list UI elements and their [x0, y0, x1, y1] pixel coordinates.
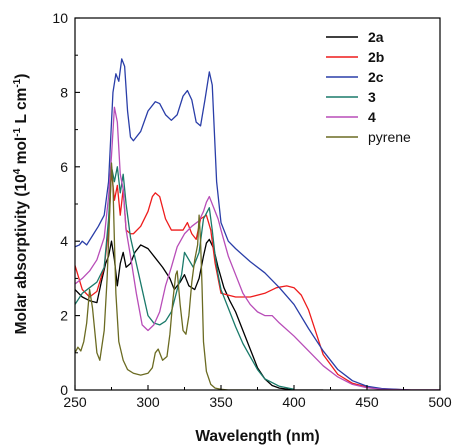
y-axis-title-exponent-3: -1	[12, 78, 23, 87]
x-tick-label: 500	[428, 394, 452, 410]
y-axis-title-exponent-1: 4	[12, 168, 23, 174]
y-axis-title-prefix: Molar absorptivity (10	[13, 174, 30, 334]
y-axis-title-suffix: )	[13, 74, 30, 79]
y-axis-title-exponent-2: -1	[12, 127, 23, 136]
y-axis-title-middle: mol	[13, 137, 30, 169]
y-tick-label: 10	[52, 10, 68, 26]
series-layer	[75, 58, 440, 390]
x-axis-title: Wavelength (nm)	[195, 428, 319, 445]
legend-label-2c: 2c	[368, 69, 384, 85]
x-tick-label: 400	[282, 394, 306, 410]
legend-label-pyrene: pyrene	[368, 129, 411, 145]
y-tick-label: 8	[60, 84, 68, 100]
y-axis-title: Molar absorptivity (104 mol-1 L cm-1)	[12, 74, 30, 335]
legend-label-2a: 2a	[368, 29, 384, 45]
legend-label-3: 3	[368, 89, 376, 105]
ticks-layer: 250 300 350 400 450 500 0 2 4 6 8 10	[52, 10, 451, 410]
series-line-3	[75, 166, 295, 390]
x-tick-label: 250	[63, 394, 87, 410]
x-tick-label: 450	[355, 394, 379, 410]
y-tick-label: 2	[60, 308, 68, 324]
y-tick-label: 0	[60, 382, 68, 398]
series-line-pyrene	[75, 162, 251, 390]
y-tick-label: 4	[60, 233, 68, 249]
x-tick-label: 300	[136, 394, 160, 410]
x-tick-label: 350	[209, 394, 233, 410]
series-line-2c	[75, 58, 440, 390]
legend: 2a 2b 2c 3 4 pyrene	[326, 29, 411, 145]
series-line-2a	[75, 238, 324, 390]
legend-label-4: 4	[368, 109, 376, 125]
legend-label-2b: 2b	[368, 49, 384, 65]
y-tick-label: 6	[60, 159, 68, 175]
y-axis-title-middle-2: L cm	[13, 88, 30, 128]
